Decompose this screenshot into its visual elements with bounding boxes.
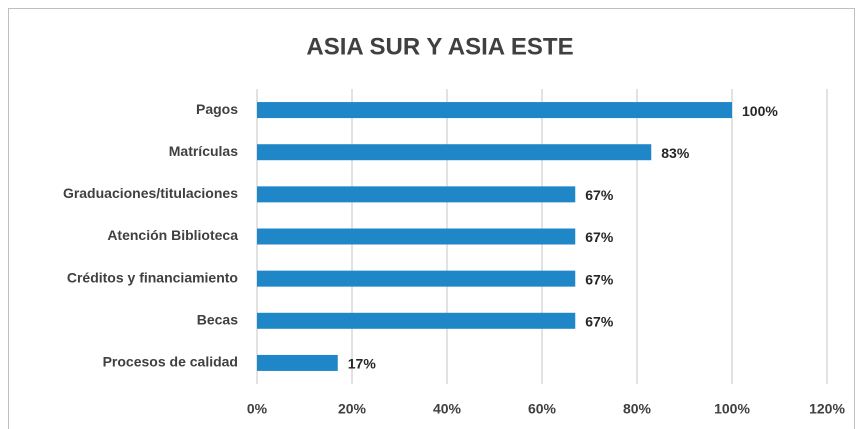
- bar: [257, 312, 576, 329]
- data-label: 67%: [585, 271, 614, 287]
- bar: [257, 228, 576, 245]
- bar: [257, 354, 338, 371]
- data-label: 100%: [742, 103, 778, 119]
- y-tick-label: Matrículas: [169, 143, 238, 159]
- x-tick-label: 20%: [338, 401, 367, 417]
- x-tick-label: 80%: [623, 401, 652, 417]
- data-label: 17%: [348, 356, 377, 372]
- x-tick-label: 60%: [528, 401, 557, 417]
- data-label: 83%: [661, 145, 690, 161]
- data-label: 67%: [585, 229, 614, 245]
- bar: [257, 144, 652, 161]
- y-tick-label: Créditos y financiamiento: [67, 269, 238, 285]
- x-tick-label: 100%: [714, 401, 750, 417]
- data-label: 67%: [585, 187, 614, 203]
- chart-title: ASIA SUR Y ASIA ESTE: [306, 33, 573, 60]
- chart-frame: [8, 8, 855, 429]
- x-tick-label: 120%: [809, 401, 845, 417]
- y-tick-label: Pagos: [196, 101, 238, 117]
- data-label: 67%: [585, 313, 614, 329]
- bar: [257, 102, 732, 119]
- bar: [257, 186, 576, 203]
- y-tick-label: Procesos de calidad: [103, 354, 238, 370]
- x-tick-label: 0%: [247, 401, 268, 417]
- y-tick-label: Atención Biblioteca: [107, 227, 238, 243]
- bar: [257, 270, 576, 287]
- y-tick-label: Graduaciones/titulaciones: [63, 185, 238, 201]
- x-tick-label: 40%: [433, 401, 462, 417]
- y-tick-label: Becas: [197, 311, 238, 327]
